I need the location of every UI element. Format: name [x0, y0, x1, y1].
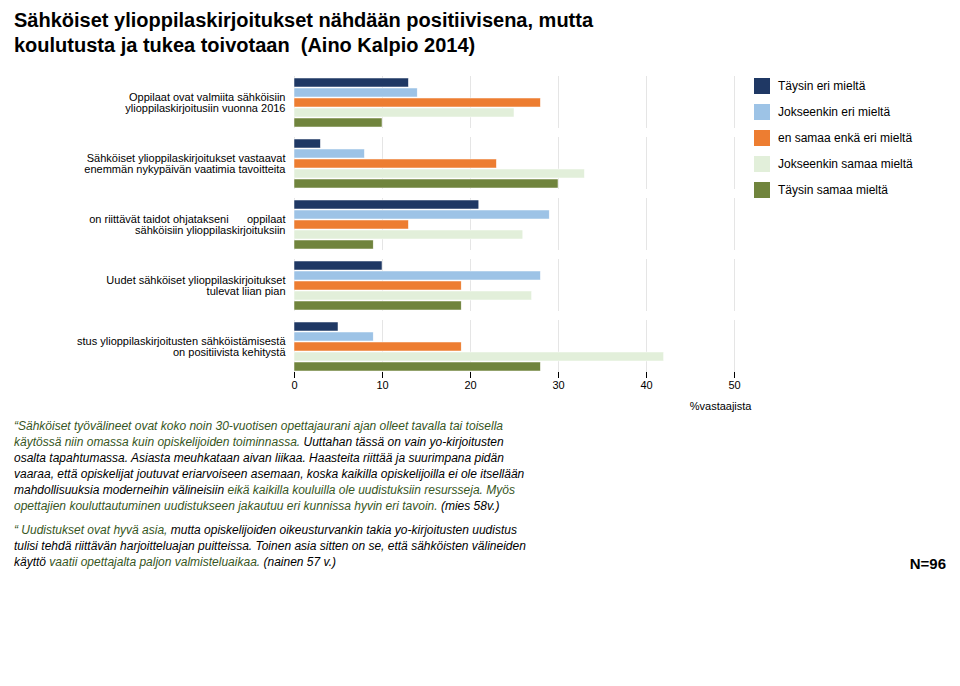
html-text:Sähköiset ylioppilaskirjoituks: Sähköiset ylioppilaskirjoitukset nähdään…: [14, 9, 593, 56]
svg-text:0: 0: [291, 379, 297, 391]
svg-text:Uudet sähköiset ylioppilaskirj: Uudet sähköiset ylioppilaskirjoituksettu…: [106, 274, 285, 297]
svg-text:10: 10: [376, 379, 388, 391]
html-text:Täysin eri mieltä: Täysin eri mieltä: [778, 79, 866, 93]
html-text:osalta tapahtumassa. Asiasta m: osalta tapahtumassa. Asiasta meuhkataan …: [14, 451, 504, 465]
html-text:“Sähköiset työvälineet ovat ko: “Sähköiset työvälineet ovat koko noin 30…: [14, 419, 503, 433]
html-text:Täysin samaa mieltä: Täysin samaa mieltä: [778, 183, 888, 197]
html-text:Jokseenkin eri mieltä: Jokseenkin eri mieltä: [778, 105, 891, 119]
html-text:käyttö vaatii opettajalta palj: käyttö vaatii opettajalta paljon valmist…: [14, 555, 336, 569]
html-text:“ Uudistukset ovat hyvä asia,: “ Uudistukset ovat hyvä asia, mutta opis…: [14, 523, 517, 537]
html-text:Jokseenkin samaa mieltä: Jokseenkin samaa mieltä: [778, 157, 913, 171]
svg-text:20: 20: [464, 379, 476, 391]
svg-text:%vastaajista: %vastaajista: [690, 400, 753, 412]
svg-text:50: 50: [728, 379, 740, 391]
html-text:mahdollisuuksia moderneihin vä: mahdollisuuksia moderneihin välineisiin …: [14, 483, 515, 497]
svg-text:Sähköiset ylioppilaskirjoituks: Sähköiset ylioppilaskirjoitukset vastaav…: [84, 152, 286, 175]
html-text:en samaa enkä eri mieltä: en samaa enkä eri mieltä: [778, 131, 913, 145]
svg-text:Oppilaat ovat valmiita sähköis: Oppilaat ovat valmiita sähköisiinylioppi…: [125, 91, 285, 114]
html-text:opettajien kouluttautuminen uu: opettajien kouluttautuminen uudistukseen…: [14, 499, 500, 513]
html-text:käytössä niin omassa kuin opis: käytössä niin omassa kuin opiskelijoiden…: [14, 435, 504, 449]
svg-text:40: 40: [640, 379, 652, 391]
svg-text:on riittävät taidot ohjataksen: on riittävät taidot ohjatakseni oppilaat…: [89, 213, 285, 236]
html-text:tulisi tehdä riittävän harjoit: tulisi tehdä riittävän harjoitteluajan p…: [14, 539, 526, 553]
html-text:vaaraa, että opiskelijat joutu: vaaraa, että opiskelijat joutuvat eriarv…: [14, 467, 525, 481]
html-text:N=96: N=96: [909, 555, 946, 572]
svg-text:30: 30: [552, 379, 564, 391]
svg-text:stus ylioppilaskirjoitusten sä: stus ylioppilaskirjoitusten sähköistämis…: [77, 335, 286, 358]
